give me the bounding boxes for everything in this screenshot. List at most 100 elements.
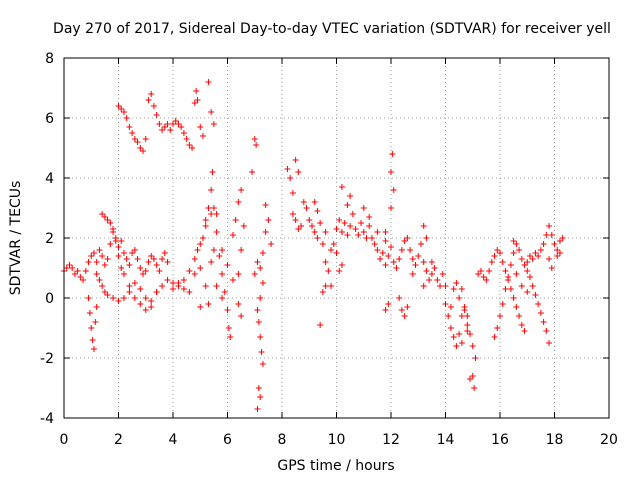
data-point bbox=[120, 109, 127, 115]
data-points bbox=[61, 79, 566, 412]
data-point bbox=[292, 157, 299, 163]
data-point bbox=[398, 307, 405, 313]
x-tick-labels: 0 2 4 6 8 10 12 14 16 18 20 bbox=[60, 432, 618, 448]
data-point bbox=[551, 241, 558, 247]
data-point bbox=[164, 259, 171, 265]
data-point bbox=[189, 145, 196, 151]
data-point bbox=[96, 247, 103, 253]
data-point bbox=[167, 127, 174, 133]
data-point bbox=[257, 295, 264, 301]
data-point bbox=[164, 121, 171, 127]
data-point bbox=[314, 208, 321, 214]
data-point bbox=[423, 268, 430, 274]
data-point bbox=[366, 223, 373, 229]
data-point bbox=[497, 313, 503, 319]
data-point bbox=[209, 169, 216, 175]
data-point bbox=[486, 268, 493, 274]
x-tick-label: 6 bbox=[223, 432, 232, 448]
data-point bbox=[513, 304, 520, 310]
data-point bbox=[382, 229, 389, 235]
data-point bbox=[295, 169, 302, 175]
data-point bbox=[510, 238, 517, 244]
data-point bbox=[409, 256, 416, 262]
data-point bbox=[107, 241, 114, 247]
data-point bbox=[349, 211, 356, 217]
data-point bbox=[197, 241, 204, 247]
data-point bbox=[494, 325, 501, 331]
data-point bbox=[134, 256, 141, 262]
data-point bbox=[129, 130, 136, 136]
data-point bbox=[142, 136, 149, 142]
data-point bbox=[338, 184, 345, 190]
data-point bbox=[153, 289, 160, 295]
data-point bbox=[126, 289, 133, 295]
data-point bbox=[194, 97, 201, 103]
data-point bbox=[355, 232, 362, 238]
x-tick-label: 20 bbox=[600, 432, 618, 448]
data-point bbox=[529, 283, 536, 289]
data-point bbox=[221, 289, 228, 295]
data-point bbox=[464, 322, 471, 328]
data-point bbox=[197, 124, 204, 130]
data-point bbox=[90, 250, 97, 256]
data-point bbox=[159, 283, 166, 289]
data-point bbox=[352, 226, 359, 232]
data-point bbox=[90, 346, 97, 352]
data-point bbox=[156, 268, 163, 274]
data-point bbox=[148, 304, 155, 310]
data-point bbox=[289, 211, 296, 217]
data-point bbox=[389, 151, 396, 157]
x-tick-label: 14 bbox=[437, 432, 455, 448]
data-point bbox=[458, 340, 465, 346]
axis-ticks bbox=[63, 57, 610, 419]
y-tick-label: 6 bbox=[45, 111, 54, 127]
data-point bbox=[467, 331, 474, 337]
data-point bbox=[543, 328, 550, 334]
data-point bbox=[126, 124, 133, 130]
data-point bbox=[262, 229, 269, 235]
data-point bbox=[287, 175, 294, 181]
data-point bbox=[338, 229, 345, 235]
data-point bbox=[322, 229, 329, 235]
data-point bbox=[303, 205, 310, 211]
data-point bbox=[205, 79, 212, 85]
data-point bbox=[240, 223, 247, 229]
data-point bbox=[161, 250, 168, 256]
data-point bbox=[453, 280, 460, 286]
data-point bbox=[390, 259, 397, 265]
data-point bbox=[224, 307, 231, 313]
data-point bbox=[202, 223, 209, 229]
data-point bbox=[219, 295, 226, 301]
data-point bbox=[254, 259, 261, 265]
data-point bbox=[420, 259, 427, 265]
data-point bbox=[388, 169, 394, 175]
data-point bbox=[194, 247, 201, 253]
data-point bbox=[450, 286, 457, 292]
data-point bbox=[524, 268, 531, 274]
data-point bbox=[368, 235, 375, 241]
data-point bbox=[93, 304, 100, 310]
data-point bbox=[445, 313, 452, 319]
data-point bbox=[477, 268, 484, 274]
data-point bbox=[118, 265, 125, 271]
data-point bbox=[213, 211, 220, 217]
data-point bbox=[537, 310, 544, 316]
data-point bbox=[412, 262, 419, 268]
data-point bbox=[112, 238, 119, 244]
data-point bbox=[85, 259, 92, 265]
data-point bbox=[145, 97, 152, 103]
data-point bbox=[227, 334, 234, 340]
data-point bbox=[69, 265, 76, 271]
data-point bbox=[404, 235, 411, 241]
data-point bbox=[118, 106, 125, 112]
data-point bbox=[535, 301, 542, 307]
data-point bbox=[229, 277, 236, 283]
data-point bbox=[202, 283, 209, 289]
data-point bbox=[322, 283, 329, 289]
data-point bbox=[467, 376, 474, 382]
data-point bbox=[526, 253, 533, 259]
data-point bbox=[142, 307, 149, 313]
data-point bbox=[164, 277, 171, 283]
data-point bbox=[262, 202, 269, 208]
data-point bbox=[255, 385, 262, 391]
